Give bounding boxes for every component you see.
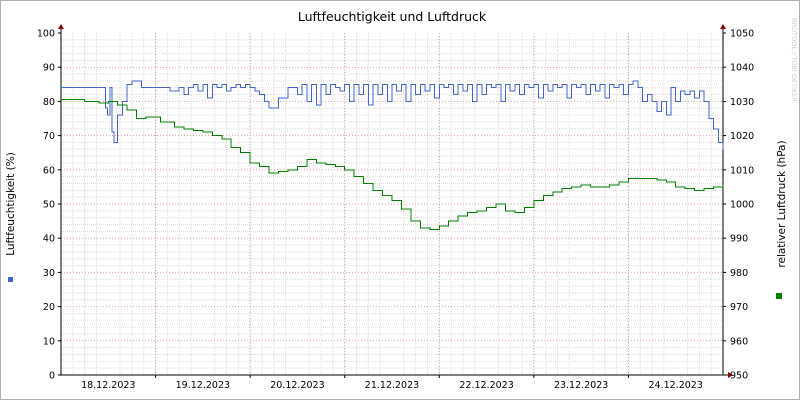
x-tick-label: 22.12.2023 (459, 380, 513, 391)
y-tick-label-right: 980 (730, 268, 748, 279)
y-axis-label-left: Luftfeuchtigkeit (%) (5, 152, 17, 256)
y-tick-label-right: 1030 (730, 97, 754, 108)
y-tick-label-right: 1020 (730, 131, 754, 142)
x-tick-label: 20.12.2023 (270, 380, 324, 391)
x-tick-label: 24.12.2023 (649, 380, 703, 391)
y-tick-label-left: 0 (49, 371, 55, 382)
y-tick-label-right: 950 (730, 371, 748, 382)
y-axis-arrow-right (720, 24, 726, 29)
x-tick-label: 21.12.2023 (365, 380, 419, 391)
grid-lines (60, 33, 723, 375)
y-tick-label-left: 50 (43, 200, 55, 211)
y-tick-label-left: 30 (43, 268, 55, 279)
watermark: RRDTOOL / TOBI OETIKER (790, 18, 798, 102)
y-tick-label-right: 1000 (730, 200, 754, 211)
y-tick-label-right: 960 (730, 336, 748, 347)
y-tick-label-right: 970 (730, 302, 748, 313)
chart-title: Luftfeuchtigkeit und Luftdruck (298, 9, 487, 24)
y-tick-label-right: 1040 (730, 63, 754, 74)
y-axis-label-right: relativer Luftdruck (hPa) (776, 140, 788, 267)
pressure-series-line (61, 99, 724, 231)
axes (58, 24, 733, 378)
y-axis-arrow-left (58, 24, 64, 29)
legend-humidity-swatch (8, 277, 13, 282)
y-tick-label-left: 80 (43, 97, 55, 108)
humidity-series-line (61, 80, 724, 150)
y-tick-label-right: 990 (730, 234, 748, 245)
y-tick-label-left: 100 (37, 29, 55, 40)
y-tick-label-left: 60 (43, 165, 55, 176)
legend-pressure-swatch (776, 293, 782, 299)
y-tick-label-left: 20 (43, 302, 55, 313)
y-tick-label-left: 10 (43, 336, 55, 347)
y-tick-label-left: 90 (43, 63, 55, 74)
y-tick-label-right: 1010 (730, 165, 754, 176)
x-tick-label: 19.12.2023 (176, 380, 230, 391)
y-tick-label-left: 40 (43, 234, 55, 245)
y-tick-label-left: 70 (43, 131, 55, 142)
plot-area (61, 80, 724, 231)
x-tick-label: 18.12.2023 (81, 380, 135, 391)
tick-labels: 0 950 10 960 20 970 30 980 40 990 50 1000 60 1010 70 10… (37, 29, 754, 392)
x-axis-arrow (728, 372, 733, 378)
y-tick-label-right: 1050 (730, 29, 754, 40)
x-tick-label: 23.12.2023 (554, 380, 608, 391)
